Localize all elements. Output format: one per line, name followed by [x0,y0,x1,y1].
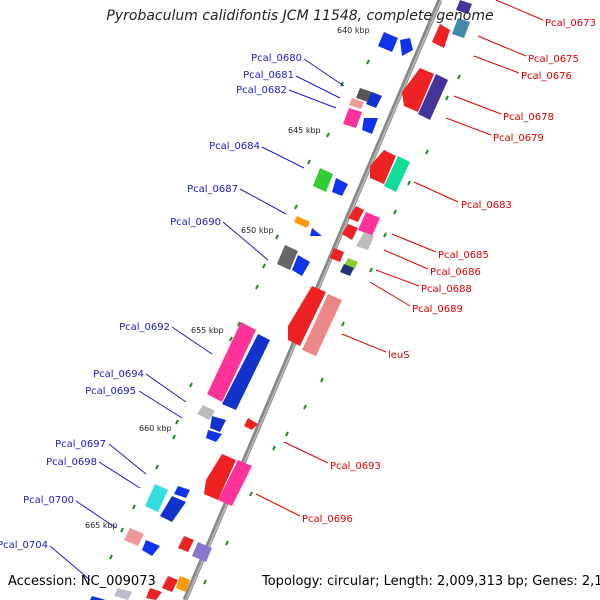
gene-shape [146,588,162,600]
gene-shape [204,454,236,500]
gene-shape [362,118,378,134]
gene-shape [330,248,344,262]
gene-label-right: Pcal_0683 [461,200,512,211]
gene-shape [378,32,398,52]
gene-shape [292,255,310,276]
gene-label-right: Pcal_0688 [421,284,472,295]
gene-shape [310,228,322,236]
gene-label-right: Pcal_0676 [521,71,572,82]
gene-shape [210,416,226,432]
gene-shape [90,596,106,600]
gene-label-right: Pcal_0696 [302,514,353,525]
right-labels: Pcal_0673 Pcal_0675 Pcal_0676 Pcal_0678 … [302,18,596,525]
gene-shape [402,68,434,112]
gene-shape [160,496,186,522]
right-gene-shapes [146,0,472,600]
gene-label-left: Pcal_0682 [236,85,287,96]
gene-label-left: Pcal_0692 [119,322,170,333]
gene-shape [356,232,374,250]
gene-shape [162,576,178,592]
gene-shape [342,224,358,240]
gene-label-right: Pcal_0685 [438,250,489,261]
gene-shape [294,216,310,228]
gene-label-left: Pcal_0690 [170,217,221,228]
gene-shape [340,264,354,276]
gene-shape [456,0,472,14]
gene-label-left: Pcal_0680 [251,53,302,64]
gene-label-left: Pcal_0698 [46,457,97,468]
scale-label: 660 kbp [139,424,172,433]
scale-label: 650 kbp [241,226,274,235]
left-callouts [49,58,345,581]
gene-label-right: Pcal_0693 [330,461,381,472]
gene-shape [206,430,222,442]
left-gene-shapes [90,32,413,600]
gene-shape [343,108,362,128]
gene-label-right: Pcal_0689 [412,304,463,315]
scale-label: 640 kbp [337,26,370,35]
scale-label: 655 kbp [191,326,224,335]
gene-shape [366,92,382,108]
gene-shape [124,528,144,546]
gene-label-right: Pcal_0678 [503,112,554,123]
genome-title: Pyrobaculum calidifontis JCM 11548, comp… [106,8,494,24]
gene-shape [432,24,450,48]
gene-label-left: Pcal_0704 [0,540,48,551]
gene-shape [418,74,448,120]
gene-shape [207,322,256,402]
gene-shape [145,484,168,512]
gene-shape [400,38,413,56]
gene-shape [176,576,190,592]
gene-shape [349,98,364,109]
gene-label-left: Pcal_0695 [85,386,136,397]
gene-shape [174,486,190,498]
right-callouts [255,0,544,517]
gene-shape [178,536,194,552]
gene-label-right: Pcal_0679 [493,133,544,144]
gene-label-left: Pcal_0697 [55,439,106,450]
gene-shape [288,286,326,346]
gene-shape [348,206,364,222]
scale-label: 645 kbp [288,126,321,135]
gene-shape [302,294,342,356]
gene-label-right: Pcal_0673 [545,18,596,29]
gene-shape [142,540,160,556]
gene-shape [313,168,333,192]
gene-shape [384,156,410,192]
gene-label-left: Pcal_0681 [243,70,294,81]
gene-shape [218,460,252,506]
gene-shape [192,542,212,562]
gene-label-right: Pcal_0686 [430,267,481,278]
gene-shape [356,88,372,102]
gene-label-left: Pcal_0687 [187,184,238,195]
topology-text: Topology: circular; Length: 2,009,313 bp… [262,574,600,589]
gene-label-left: Pcal_0700 [23,495,74,506]
gene-label-left: Pcal_0694 [93,369,144,380]
tick-marks [109,59,461,585]
gene-label-right: leuS [388,350,410,361]
scale-label: 665 kbp [85,521,118,530]
gene-shape [222,334,270,410]
gene-shape [452,18,470,38]
gene-shape [197,405,215,420]
gene-label-left: Pcal_0684 [209,141,260,152]
gene-shape [277,245,298,270]
left-labels: Pcal_0680 Pcal_0681 Pcal_0682 Pcal_0684 … [0,53,302,551]
gene-shape [114,588,132,600]
gene-shape [332,178,348,196]
gene-shape [358,212,380,236]
gene-shape [244,418,258,430]
gene-label-right: Pcal_0675 [528,54,579,65]
gene-shape [370,150,396,184]
accession-text: Accession: NC_009073 [8,574,156,589]
